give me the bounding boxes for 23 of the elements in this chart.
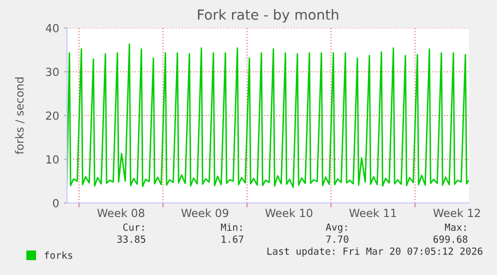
x-tick-label: Week 11 <box>349 208 396 218</box>
y-tick-label: 0 <box>53 198 59 208</box>
y-tick-label: 20 <box>46 111 59 120</box>
legend-label: forks <box>44 251 72 259</box>
y-tick-label: 40 <box>46 24 59 32</box>
y-tick-label: 30 <box>46 68 59 76</box>
text: Min: <box>220 223 242 231</box>
y-tick-label: 10 <box>46 155 59 164</box>
text: Cur: <box>123 223 144 231</box>
y-axis-title: forks / second <box>15 78 24 154</box>
x-tick-label: Week 12 <box>433 208 480 218</box>
text: Avg: <box>326 224 347 233</box>
line-series <box>67 43 469 188</box>
x-tick-label: Week 10 <box>265 208 312 218</box>
text: Last update: Fri Mar 20 07:05:12 2026 <box>267 247 482 257</box>
x-tick-label: Week 08 <box>97 208 144 218</box>
x-tick-label: Week 09 <box>181 208 228 218</box>
text: 7.70 <box>326 235 348 243</box>
chart-title: Fork rate - by month <box>198 9 338 23</box>
text: 1.67 <box>222 235 244 243</box>
text: 699.68 <box>434 235 468 243</box>
text: 33.85 <box>117 235 146 243</box>
text: Max: <box>444 224 466 231</box>
